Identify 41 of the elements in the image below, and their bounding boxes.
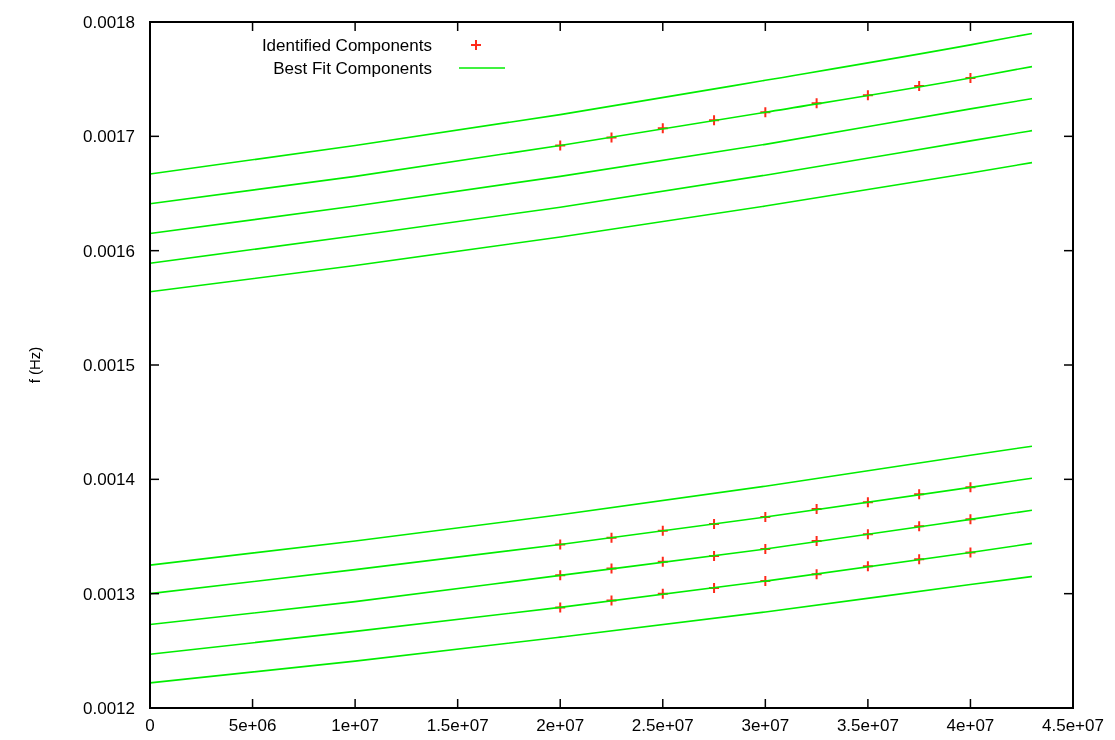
point xyxy=(810,568,823,581)
y-tick-label: 0.0012 xyxy=(83,698,135,718)
y-axis-title: f (Hz) xyxy=(26,346,43,384)
line-series xyxy=(149,161,1033,293)
point xyxy=(605,131,618,144)
legend-label: Identified Components xyxy=(261,35,432,55)
y-tick-label: 0.0015 xyxy=(83,355,135,375)
y-tick-label: 0.0017 xyxy=(83,127,135,147)
x-tick-label: 5e+06 xyxy=(228,716,277,735)
line-series xyxy=(149,542,1033,656)
x-tick-label: 1.5e+07 xyxy=(426,716,489,735)
x-tick-label: 4.5e+07 xyxy=(1042,716,1104,735)
y-tick-label: 0.0014 xyxy=(83,470,135,490)
y-tick-label: 0.0016 xyxy=(83,241,135,261)
x-tick-label: 1e+07 xyxy=(331,716,379,735)
point xyxy=(656,122,669,135)
y-tick-label: 0.0018 xyxy=(83,12,135,32)
point xyxy=(861,528,874,541)
point xyxy=(861,496,874,509)
legend-label: Best Fit Components xyxy=(273,58,432,78)
x-tick-label: 3.5e+07 xyxy=(836,716,899,735)
point xyxy=(656,524,669,537)
line-series xyxy=(149,32,1033,175)
point xyxy=(913,520,926,533)
point xyxy=(605,594,618,607)
line-series xyxy=(149,97,1033,235)
line-series xyxy=(149,509,1033,626)
line-series xyxy=(149,129,1033,265)
point xyxy=(759,106,772,119)
point xyxy=(605,562,618,575)
y-tick-label: 0.0013 xyxy=(83,584,135,604)
line-series xyxy=(149,575,1033,684)
x-tick-label: 2.5e+07 xyxy=(631,716,694,735)
x-tick-label: 2e+07 xyxy=(536,716,585,735)
x-tick-label: 0 xyxy=(145,716,155,735)
point xyxy=(861,560,874,573)
line-series xyxy=(149,445,1033,566)
point xyxy=(656,587,669,600)
x-tick-label: 4e+07 xyxy=(946,716,995,735)
point xyxy=(810,97,823,110)
x-tick-label: 3e+07 xyxy=(741,716,790,735)
